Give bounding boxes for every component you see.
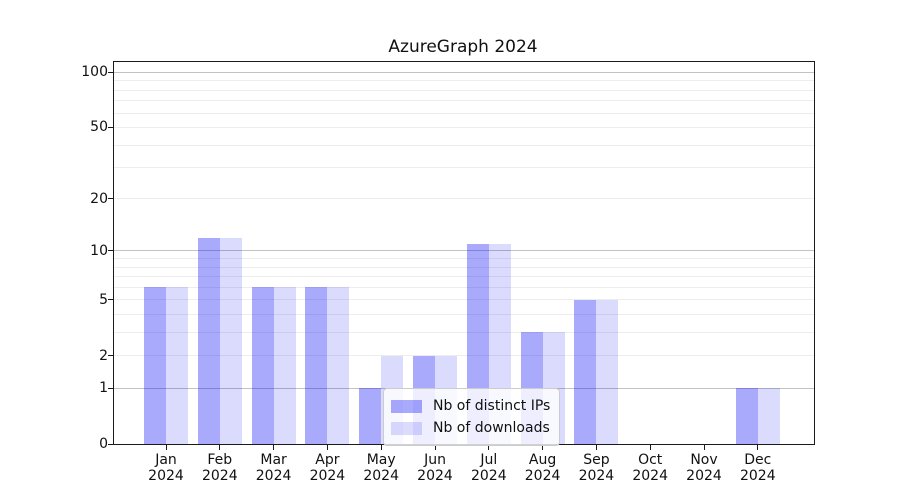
bar-feb-downloads [219, 237, 242, 444]
x-tick [703, 444, 705, 450]
bar-sep-ips [574, 299, 597, 444]
x-tick-year: 2024 [470, 468, 507, 484]
y-tick-label: 100 [81, 64, 108, 81]
x-tick [434, 444, 436, 450]
x-tick-year: 2024 [148, 468, 184, 484]
legend-label: Nb of downloads [433, 420, 550, 436]
minor-gridline [114, 313, 814, 315]
x-tick-year: 2024 [524, 468, 561, 484]
bar-mar-ips [251, 287, 274, 444]
minor-gridline [114, 126, 814, 128]
minor-gridline [114, 258, 814, 260]
bar-feb-ips [197, 237, 220, 444]
x-tick-label: Sep 2024 [564, 452, 628, 484]
minor-gridline [114, 100, 814, 102]
bar-apr-ips [305, 287, 328, 444]
y-tick-label: 5 [99, 291, 108, 308]
y-tick [108, 126, 114, 128]
bar-jan-ips [144, 287, 166, 444]
bar-apr-downloads [327, 287, 350, 444]
y-tick-label: 10 [90, 242, 108, 259]
y-tick-label: 2 [99, 347, 108, 364]
y-tick [108, 250, 114, 252]
x-tick-label: Oct 2024 [618, 452, 682, 484]
legend-swatch [391, 421, 422, 435]
y-tick-label: 0 [99, 436, 108, 452]
x-tick [326, 444, 328, 450]
x-tick-label: Jul 2024 [457, 452, 521, 484]
x-tick [488, 444, 490, 450]
bar-may-ips [359, 388, 382, 444]
minor-gridline [114, 167, 814, 169]
x-tick-label: Dec 2024 [726, 452, 790, 484]
minor-gridline [114, 144, 814, 146]
bar-dec-ips [735, 388, 758, 444]
legend: Nb of distinct IPs Nb of downloads [383, 388, 561, 446]
bar-mar-downloads [273, 287, 296, 444]
x-tick [165, 444, 167, 450]
x-tick-year: 2024 [632, 468, 668, 484]
x-tick [219, 444, 221, 450]
x-tick-year: 2024 [255, 468, 292, 484]
minor-gridline [114, 299, 814, 301]
x-tick-label: May 2024 [349, 452, 413, 484]
x-tick-year: 2024 [201, 468, 238, 484]
minor-gridline [114, 80, 814, 82]
bar-dec-downloads [757, 388, 780, 444]
minor-gridline [114, 89, 814, 91]
x-tick [542, 444, 544, 450]
x-tick [380, 444, 382, 450]
x-tick-year: 2024 [686, 468, 722, 484]
x-tick-year: 2024 [417, 468, 453, 484]
legend-swatch [391, 399, 422, 413]
minor-gridline [114, 112, 814, 114]
y-tick-label: 1 [99, 380, 108, 397]
y-tick [108, 387, 114, 389]
x-tick [757, 444, 759, 450]
y-tick [108, 299, 114, 301]
x-tick [649, 444, 651, 450]
y-tick [108, 355, 114, 357]
legend-label: Nb of distinct IPs [433, 398, 551, 414]
x-tick [273, 444, 275, 450]
bar-sep-downloads [596, 299, 619, 444]
minor-gridline [114, 276, 814, 278]
major-gridline [114, 71, 814, 73]
x-tick-label: Aug 2024 [511, 452, 575, 484]
minor-gridline [114, 266, 814, 268]
x-tick-label: Jan 2024 [134, 452, 198, 484]
minor-gridline [114, 355, 814, 357]
legend-entry: Nb of distinct IPs [391, 395, 550, 417]
x-tick-label: Jun 2024 [403, 452, 467, 484]
chart-title: AzureGraph 2024 [388, 37, 538, 57]
y-tick [108, 198, 114, 200]
x-tick [595, 444, 597, 450]
x-tick-year: 2024 [578, 468, 615, 484]
minor-gridline [114, 286, 814, 288]
minor-gridline [114, 198, 814, 200]
minor-gridline [114, 331, 814, 333]
y-tick [108, 443, 114, 445]
y-tick [108, 71, 114, 73]
y-tick-label: 20 [90, 190, 108, 207]
x-tick-year: 2024 [309, 468, 346, 484]
x-tick-year: 2024 [363, 468, 399, 484]
y-tick-label: 50 [90, 119, 108, 136]
bar-jan-downloads [166, 287, 188, 444]
x-tick-label: Feb 2024 [188, 452, 252, 484]
x-tick-year: 2024 [739, 468, 776, 484]
x-tick-label: Apr 2024 [295, 452, 359, 484]
x-tick-label: Nov 2024 [672, 452, 736, 484]
plot-area: Nb of distinct IPs Nb of downloads 0 1 2 5 10… [81, 61, 815, 484]
legend-entry: Nb of downloads [391, 417, 550, 439]
x-tick-label: Mar 2024 [242, 452, 306, 484]
major-gridline [114, 250, 814, 252]
